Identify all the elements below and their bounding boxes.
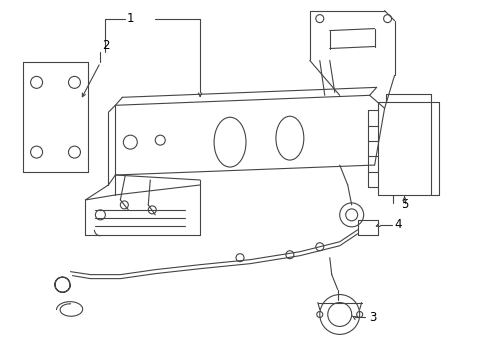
Text: 4: 4: [394, 218, 402, 231]
Text: 1: 1: [126, 12, 134, 25]
Text: 5: 5: [401, 198, 408, 211]
Text: 3: 3: [369, 311, 377, 324]
Text: 2: 2: [101, 39, 109, 52]
